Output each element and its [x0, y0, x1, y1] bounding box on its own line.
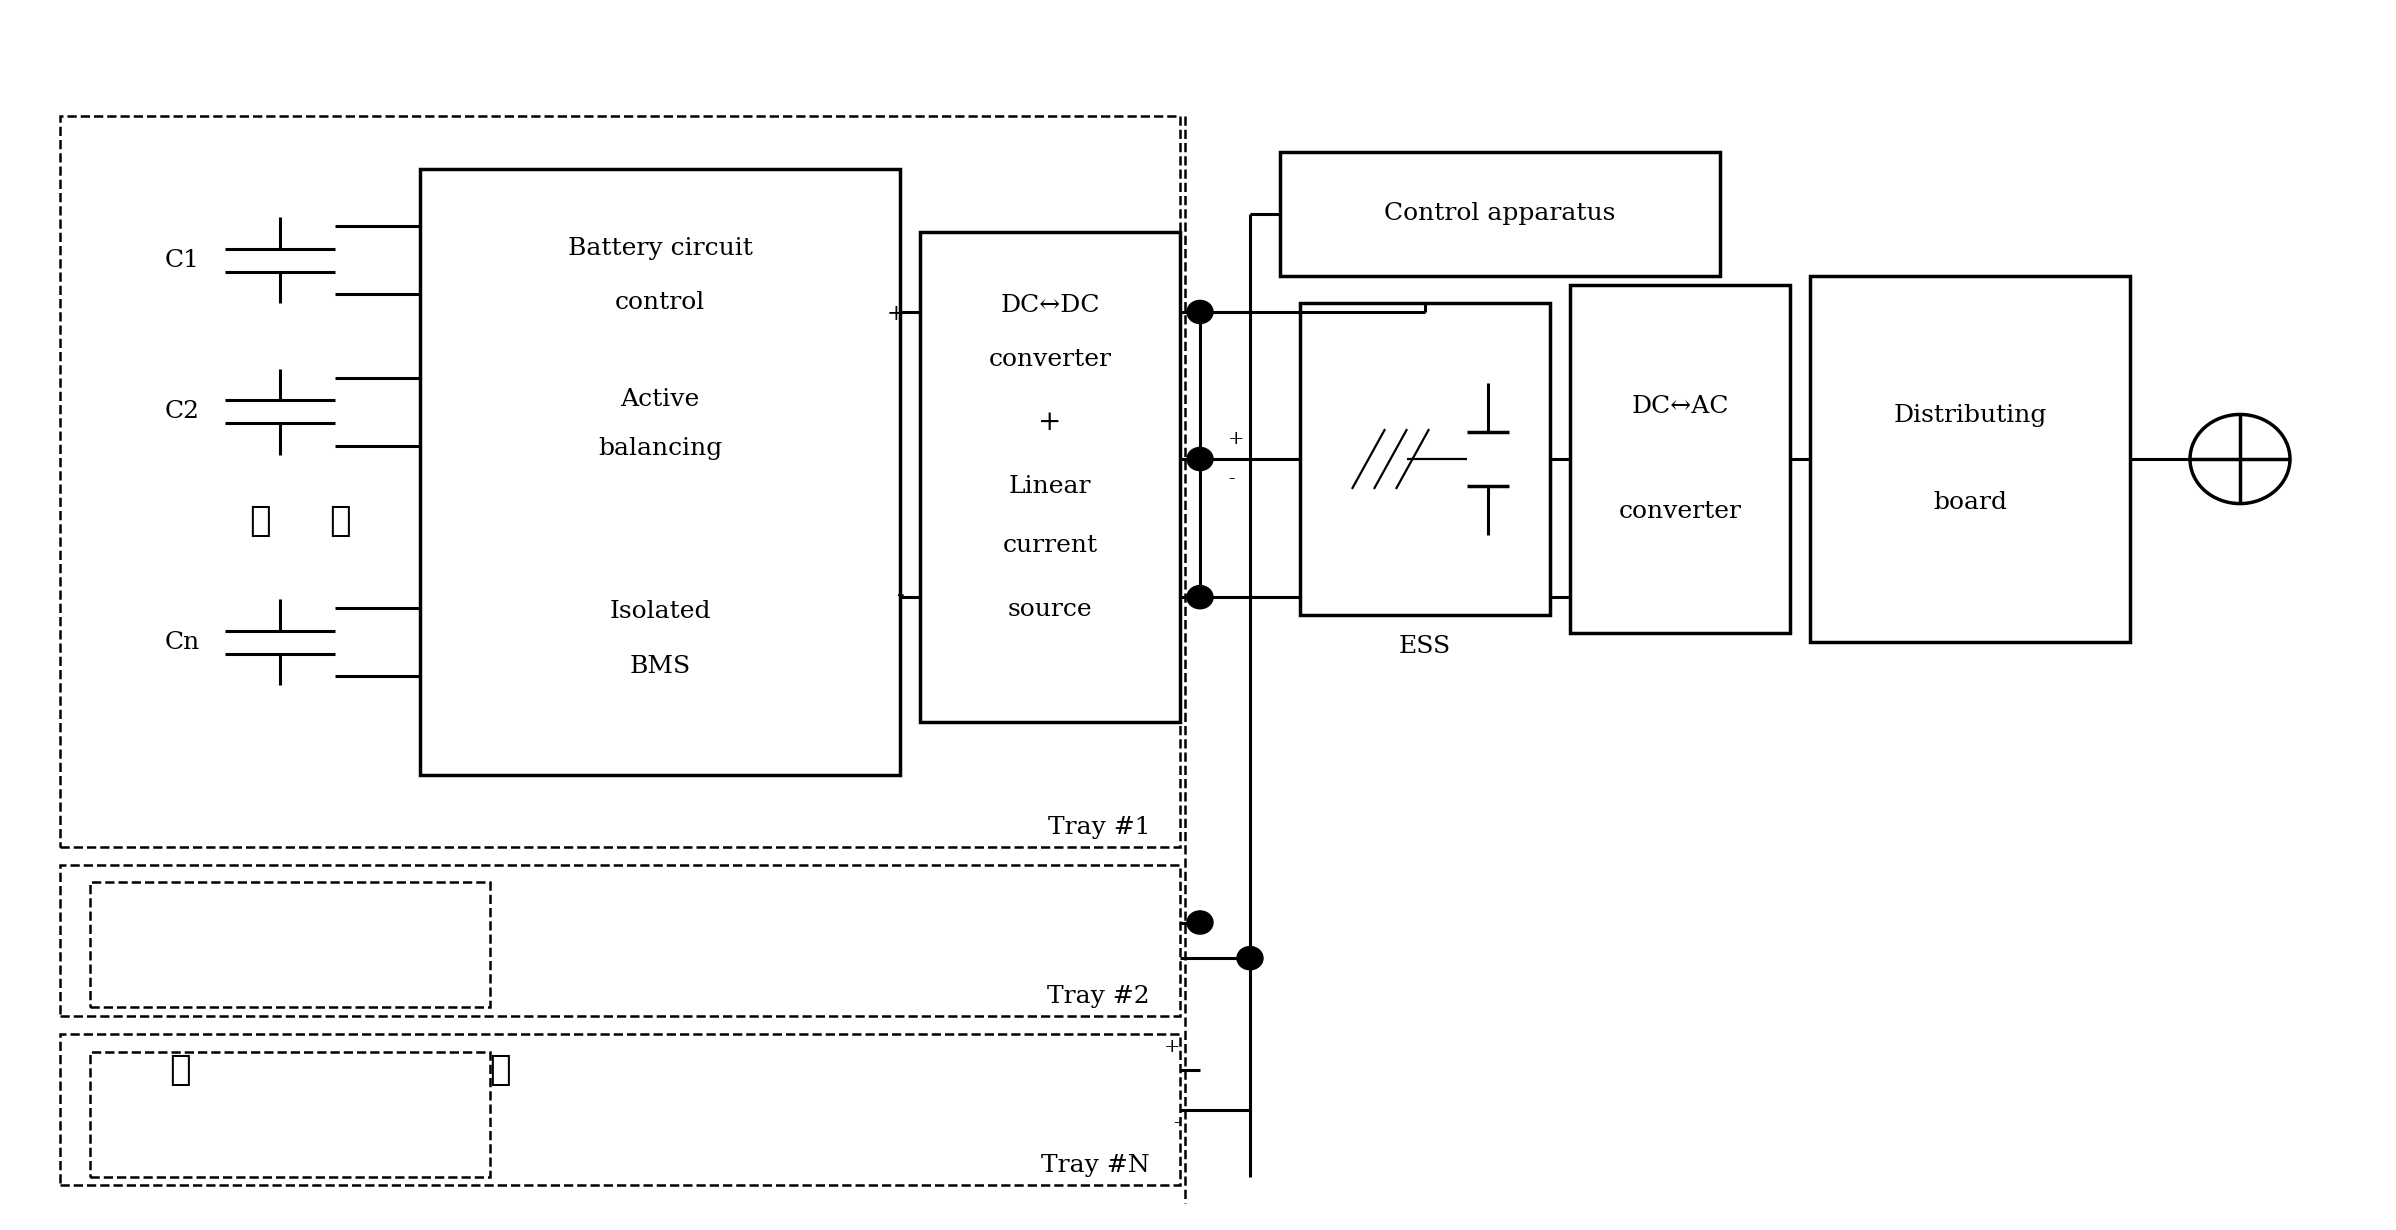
Text: +: + — [1229, 430, 1244, 449]
Bar — [920, 231, 1179, 722]
Circle shape — [1186, 911, 1212, 934]
Text: converter: converter — [1620, 499, 1742, 523]
Text: Isolated: Isolated — [609, 600, 712, 624]
Text: ⋮: ⋮ — [170, 1053, 192, 1086]
Bar — [60, 116, 1179, 846]
Bar — [60, 1034, 1179, 1186]
Text: Control apparatus: Control apparatus — [1385, 203, 1615, 225]
Text: board: board — [1934, 491, 2008, 514]
Circle shape — [1186, 448, 1212, 471]
Text: ESS: ESS — [1399, 635, 1452, 658]
Text: Cn: Cn — [165, 631, 199, 653]
Text: +: + — [887, 303, 906, 325]
Text: converter: converter — [990, 348, 1112, 370]
Bar — [1301, 303, 1550, 615]
Text: Distributing: Distributing — [1893, 403, 2046, 427]
Text: Linear: Linear — [1009, 475, 1090, 498]
Text: ⋯: ⋯ — [249, 504, 271, 538]
Text: Tray #1: Tray #1 — [1047, 815, 1150, 839]
Text: control: control — [616, 292, 704, 314]
Text: C1: C1 — [165, 248, 199, 272]
Text: DC↔DC: DC↔DC — [999, 294, 1100, 317]
Text: +: + — [1037, 410, 1061, 437]
Circle shape — [1236, 947, 1263, 969]
Bar — [1809, 277, 2130, 642]
Text: +: + — [1164, 1038, 1179, 1057]
Text: ⋮: ⋮ — [489, 1053, 510, 1086]
Text: Active: Active — [621, 389, 700, 411]
Text: C2: C2 — [165, 400, 199, 423]
Text: Tray #2: Tray #2 — [1047, 985, 1150, 1007]
Text: balancing: balancing — [599, 437, 721, 460]
Bar — [419, 170, 901, 775]
Text: -: - — [1174, 1114, 1179, 1132]
Bar — [1279, 151, 1720, 277]
Text: source: source — [1009, 598, 1093, 621]
Text: BMS: BMS — [630, 654, 690, 678]
Bar — [91, 1052, 491, 1177]
Bar — [60, 865, 1179, 1016]
Text: ⋯: ⋯ — [328, 504, 350, 538]
Circle shape — [1186, 585, 1212, 609]
Circle shape — [1186, 300, 1212, 323]
Text: -: - — [1229, 470, 1234, 487]
Text: Battery circuit: Battery circuit — [568, 236, 752, 260]
Bar — [91, 882, 491, 1007]
Text: current: current — [1002, 534, 1097, 557]
Text: DC↔AC: DC↔AC — [1632, 395, 1730, 418]
Bar — [1569, 285, 1790, 632]
Text: Tray #N: Tray #N — [1042, 1154, 1150, 1177]
Text: -: - — [898, 584, 906, 606]
